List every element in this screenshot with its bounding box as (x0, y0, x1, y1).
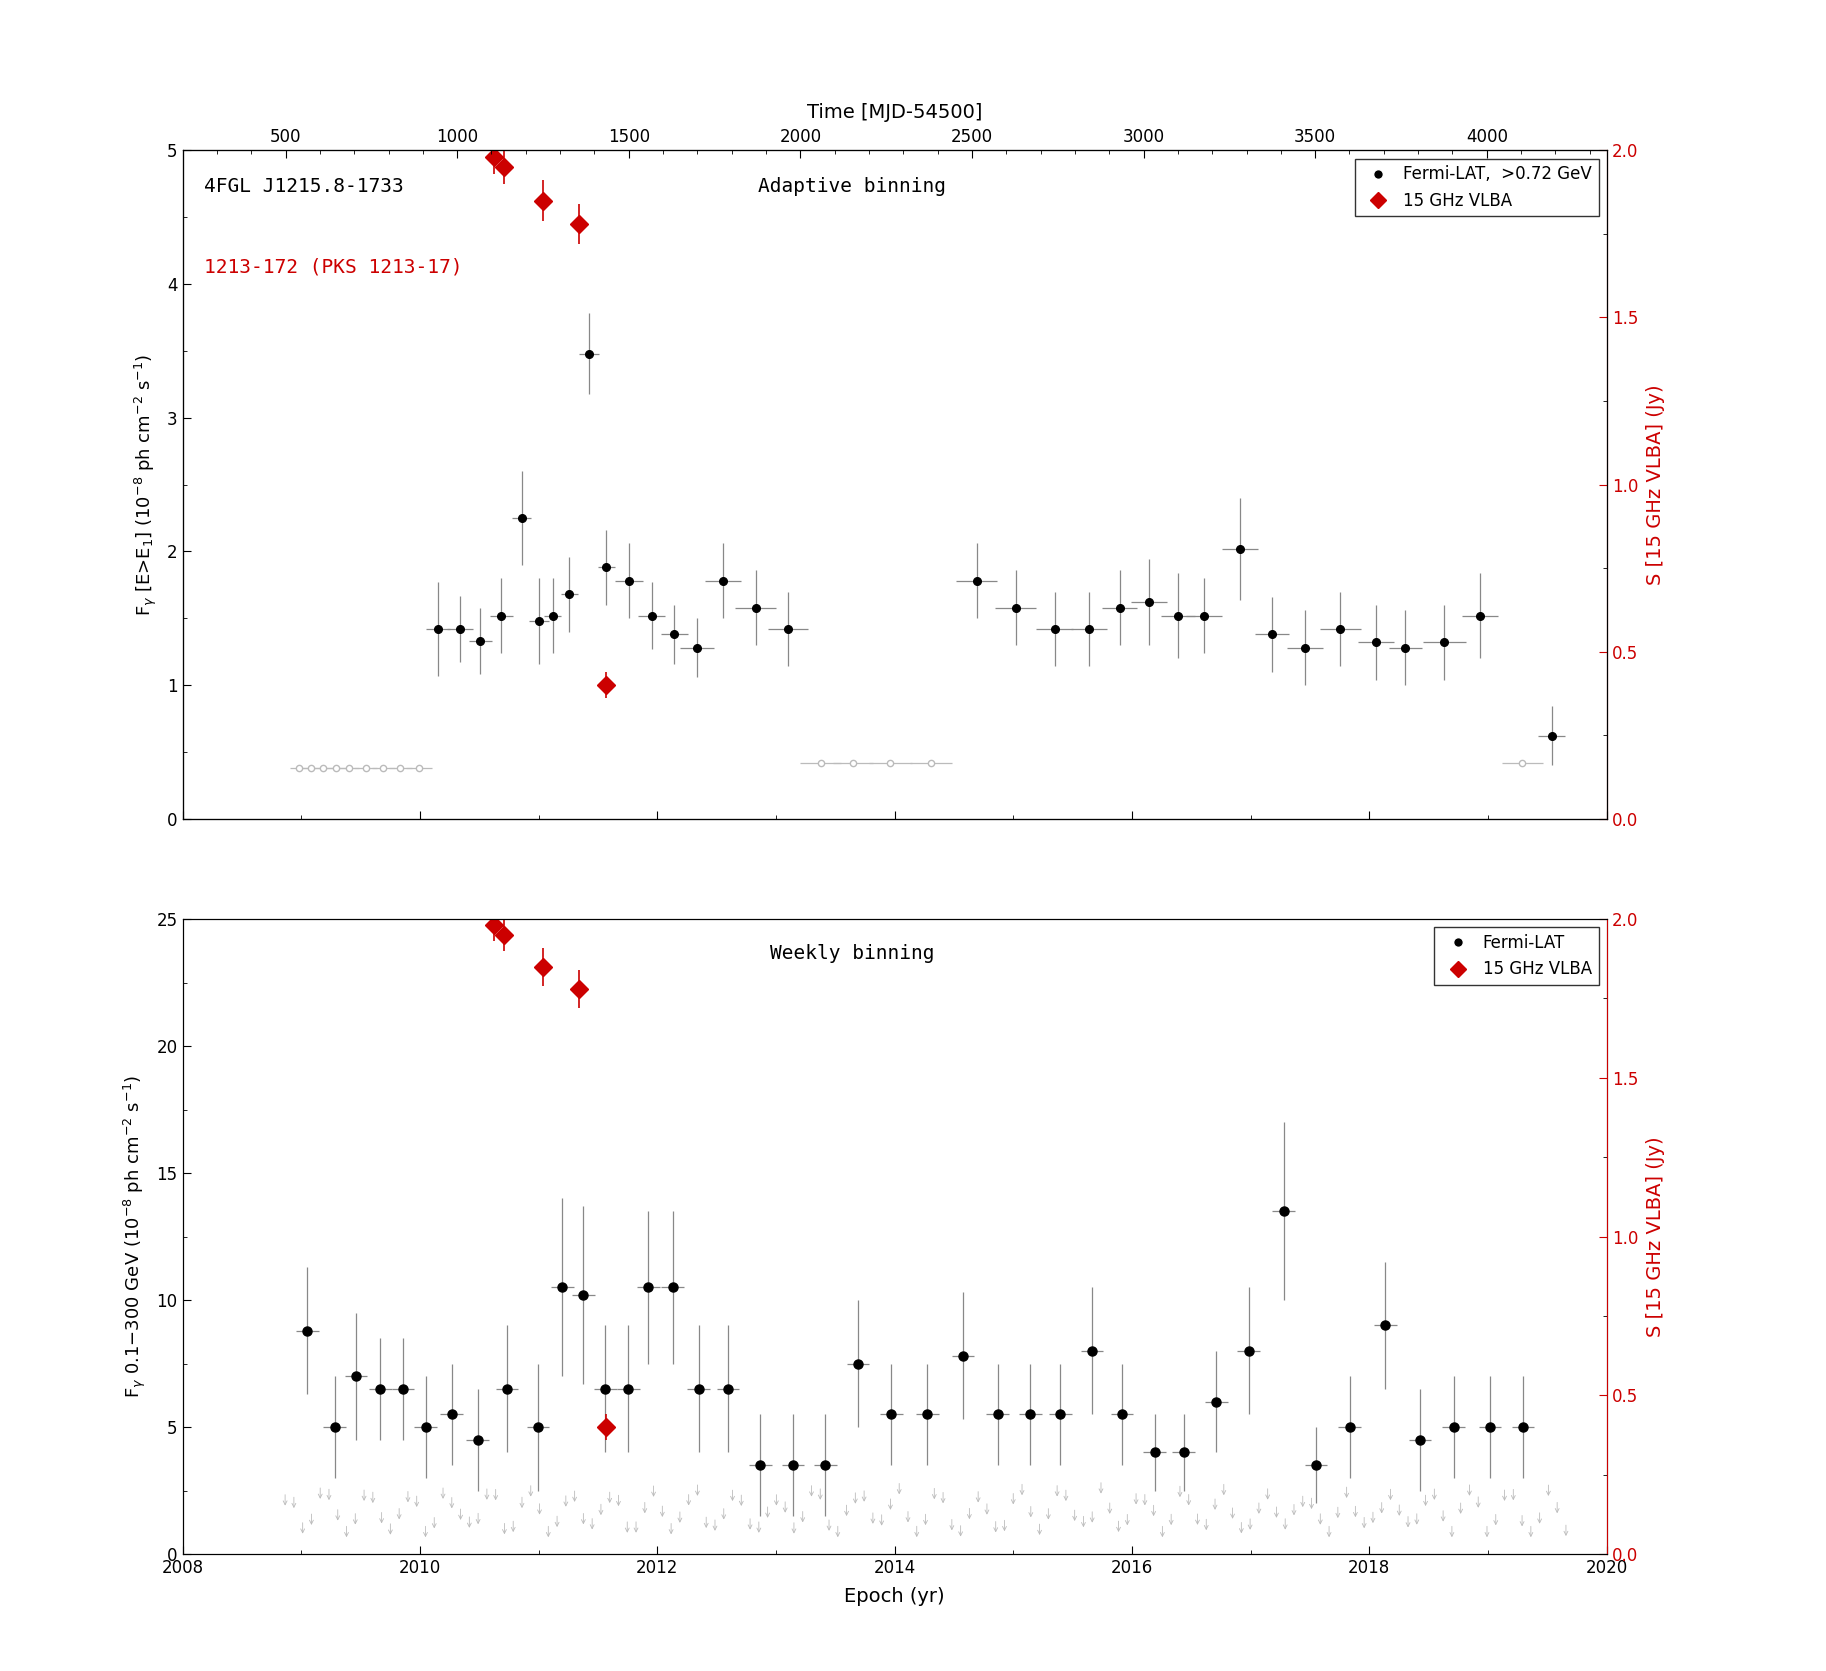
Y-axis label: F$_\gamma$ 0.1$-$300 GeV (10$^{-8}$ ph cm$^{-2}$ s$^{-1}$): F$_\gamma$ 0.1$-$300 GeV (10$^{-8}$ ph c… (122, 1074, 148, 1399)
Y-axis label: S [15 GHz VLBA] (Jy): S [15 GHz VLBA] (Jy) (1647, 384, 1665, 585)
Y-axis label: F$_\gamma$ [E>E$_1$] (10$^{-8}$ ph cm$^{-2}$ s$^{-1}$): F$_\gamma$ [E>E$_1$] (10$^{-8}$ ph cm$^{… (133, 353, 159, 617)
Text: Weekly binning: Weekly binning (771, 944, 935, 964)
X-axis label: Epoch (yr): Epoch (yr) (844, 1586, 946, 1606)
Text: 4FGL J1215.8-1733: 4FGL J1215.8-1733 (205, 177, 404, 196)
Legend: Fermi-LAT,  >0.72 GeV, 15 GHz VLBA: Fermi-LAT, >0.72 GeV, 15 GHz VLBA (1355, 159, 1598, 216)
X-axis label: Time [MJD-54500]: Time [MJD-54500] (807, 104, 982, 122)
Text: Adaptive binning: Adaptive binning (758, 177, 946, 196)
Y-axis label: S [15 GHz VLBA] (Jy): S [15 GHz VLBA] (Jy) (1647, 1136, 1665, 1337)
Legend: Fermi-LAT, 15 GHz VLBA: Fermi-LAT, 15 GHz VLBA (1435, 927, 1598, 984)
Text: 1213-172 (PKS 1213-17): 1213-172 (PKS 1213-17) (205, 257, 462, 276)
